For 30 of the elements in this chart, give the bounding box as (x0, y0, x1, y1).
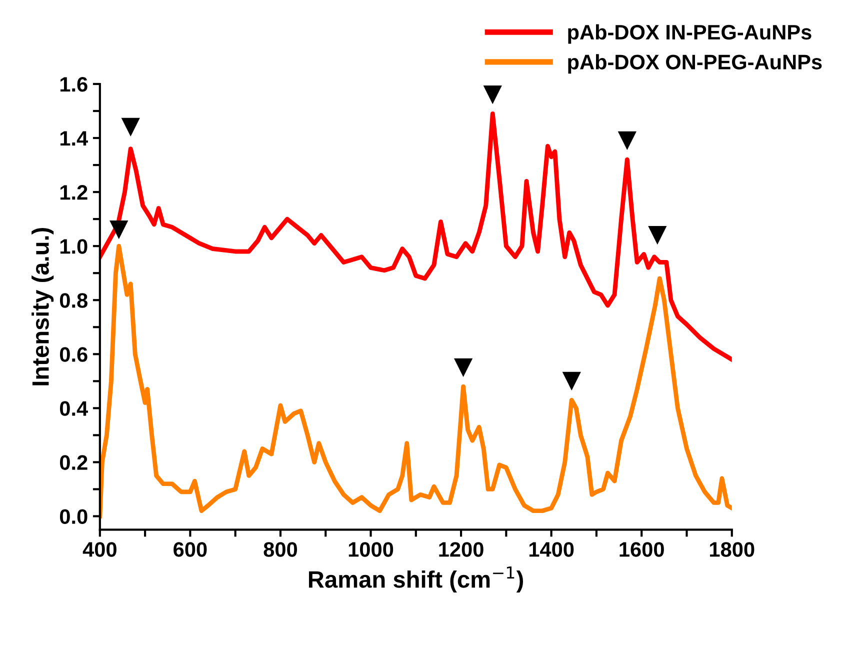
legend-label: pAb-DOX ON-PEG-AuNPs (568, 54, 822, 74)
x-tick-label: 1800 (710, 542, 754, 557)
legend-label: pAb-DOX IN-PEG-AuNPs (568, 24, 812, 44)
x-tick-label: 800 (264, 542, 298, 557)
y-tick-label: 1.0 (60, 239, 88, 254)
y-tick-label: 0.4 (60, 401, 88, 416)
y-axis-title: Intensity (a.u.) (32, 228, 54, 386)
y-tick-label: 1.2 (60, 185, 88, 200)
y-tick-label: 0.8 (60, 293, 88, 308)
line-series (100, 111, 732, 362)
y-tick-label: 0.2 (60, 455, 88, 470)
point (618, 131, 636, 150)
x-tick-label: 1000 (348, 542, 394, 557)
point (483, 85, 502, 104)
x-tick-label: 400 (82, 542, 116, 557)
y-tick-label: 0.0 (60, 509, 88, 524)
point (454, 358, 473, 377)
x-axis-title: Raman shift (cm$^{−1}$) (308, 566, 524, 592)
y-tick-label: 1.4 (60, 131, 88, 146)
point (648, 226, 667, 245)
point (562, 372, 581, 390)
point (121, 118, 140, 137)
line-series (100, 244, 732, 518)
x-tick-label: 1200 (439, 542, 484, 557)
x-tick-label: 1400 (529, 542, 574, 557)
y-tick-label: 1.6 (60, 76, 88, 92)
point (110, 220, 128, 240)
y-tick-label: 0.6 (60, 347, 88, 362)
x-tick-label: 600 (174, 542, 207, 557)
x-tick-label: 1600 (620, 542, 664, 557)
